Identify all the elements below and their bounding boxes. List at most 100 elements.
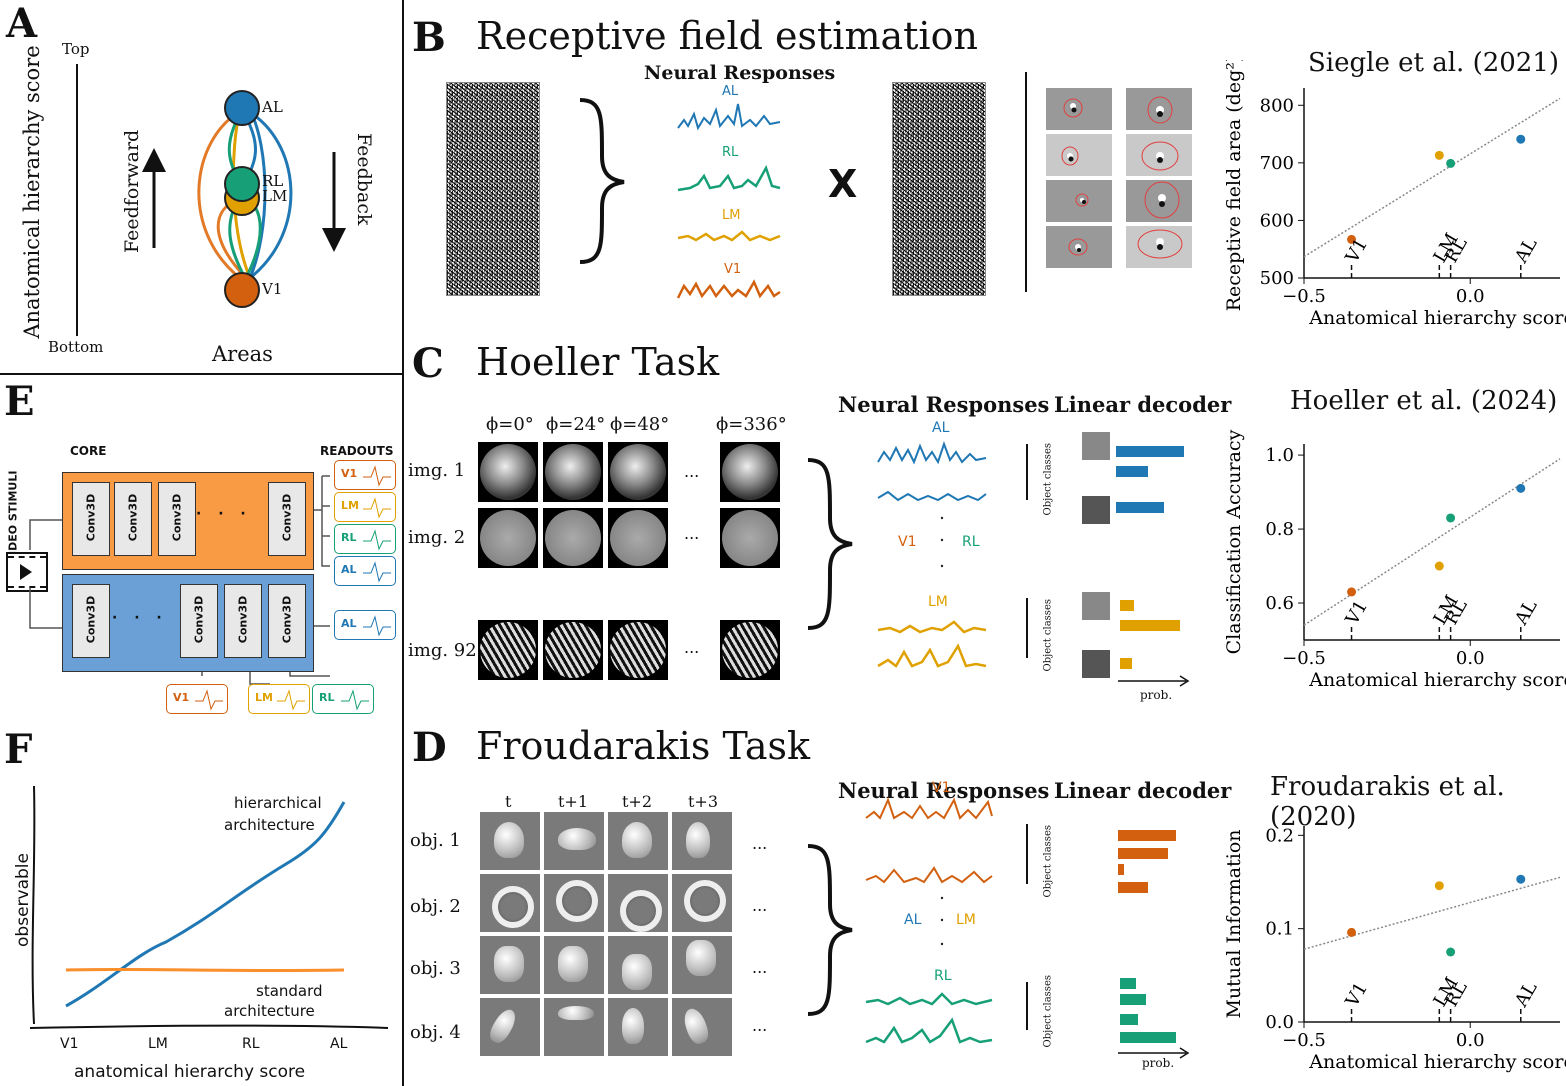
y-tick-label: 0.1 [1265,919,1294,940]
panel-e-label: E [4,378,35,425]
area-label-v1: V1 [1341,979,1372,1012]
c-ellipsis-2: ... [684,524,700,543]
readout-v1: V1 [334,460,396,490]
std-label-1: standard [256,982,323,1000]
c-mid-label-rl: RL [962,534,980,550]
c-decoder-bar [1116,446,1184,457]
fit-line [1303,876,1561,950]
y-axis-label: Mutual Information [1223,829,1245,1018]
y-tick-label: 0.2 [1265,825,1294,846]
f-xtick-al: AL [330,1036,348,1052]
x-tick-label: −0.5 [1282,1030,1326,1051]
time-t1: t+1 [558,792,589,811]
y-axis-label: Classification Accuracy [1223,429,1245,654]
c-object-classes-bottom: Object classes [1042,599,1054,672]
x-axis-label: Anatomical hierarchy score [1308,307,1566,329]
d-trace-label-rl: RL [934,968,952,984]
conv3d-block: Conv3D [158,482,196,556]
c-trace-label-al: AL [932,420,950,436]
point-lm [1434,561,1444,571]
x-axis-label: Anatomical hierarchy score [1308,669,1566,691]
chart-b-title: Siegle et al. (2021) [1308,48,1560,78]
d-ellipsis-4: ... [752,1016,768,1035]
angle-336: ϕ=336° [716,414,787,435]
d-decoder-bar [1120,1014,1138,1025]
conv3d-block: Conv3D [72,584,110,658]
point-lm [1434,150,1444,160]
readout-label: AL [341,617,357,630]
point-v1 [1347,587,1357,597]
d-mid-label-lm: LM [956,912,976,928]
chart-d-title: Froudarakis et al. (2020) [1270,772,1505,832]
video-stimuli-label: VIDEO STIMULI [6,470,20,564]
brace-d [807,844,853,1016]
d-decoder-bar [1118,864,1124,875]
video-icon [6,552,48,592]
c-ellipsis-3: ... [684,638,700,657]
point-lm [1434,881,1444,891]
brace-c [807,458,853,630]
noise-stimulus-stack-2 [892,82,986,296]
y-tick-label: 500 [1260,268,1294,289]
x-tick-label: 0.0 [1456,286,1485,307]
c-decoder-bar [1120,620,1180,631]
y-tick-label: 600 [1260,210,1294,231]
d-traces [865,797,993,1044]
conv-dots-blue: · · · [112,610,168,626]
d-row-4-label: obj. 4 [410,1022,461,1043]
point-v1 [1347,927,1357,937]
std-label-2: architecture [224,1002,315,1020]
conv3d-block: Conv3D [180,584,218,658]
c-linear-decoder-title: Linear decoder [1054,392,1232,417]
conv3d-label: Conv3D [84,595,98,644]
readout-lm: LM [334,492,396,522]
point-rl [1446,513,1456,523]
f-xtick-rl: RL [242,1036,260,1052]
chart-c-title: Hoeller et al. (2024) [1290,386,1558,416]
core-label: CORE [70,444,107,458]
node-label-lm: LM [262,187,288,205]
time-t2: t+2 [622,792,653,811]
area-label-v1: V1 [1341,235,1372,268]
c-decoder-bar [1116,502,1164,513]
angle-48: ϕ=48° [610,414,670,435]
d-decoder-bar [1120,978,1136,989]
times-symbol: X [828,162,858,206]
c-prob-arrow [1118,675,1190,687]
c-neural-responses-title: Neural Responses [838,392,1050,417]
d-row-3-label: obj. 3 [410,958,461,979]
readout-lm: LM [248,684,310,714]
node-rl [224,166,260,202]
panel-d-title: Froudarakis Task [476,724,811,768]
areas-label: Areas [212,342,273,366]
panel-c-label: C [412,340,444,387]
hier-label-2: architecture [224,816,315,834]
x-tick-label: −0.5 [1282,286,1326,307]
y-axis-label: Receptive field area (deg²) [1223,60,1245,311]
x-tick-label: 0.0 [1456,648,1485,669]
d-prob-label: prob. [1142,1056,1175,1070]
point-v1 [1347,234,1357,244]
hierarchy-axis-line [76,64,78,336]
standard-curve [65,967,345,973]
c-row-92-label: img. 92 [408,640,477,661]
point-al [1516,483,1526,493]
y-tick-label: 1.0 [1265,445,1294,466]
b-traces [676,103,781,299]
conv3d-label: Conv3D [280,595,294,644]
d-trace-label-v1: V1 [932,780,951,796]
panel-a-top-label: Top [62,40,90,58]
point-rl [1446,158,1456,168]
readout-label: LM [255,691,273,704]
b-trace-label-rl: RL [722,145,739,160]
node-label-rl: RL [262,172,284,190]
readout-label: RL [319,691,335,704]
x-tick-label: −0.5 [1282,648,1326,669]
node-v1 [224,272,260,308]
conv3d-label: Conv3D [192,595,206,644]
d-decoder-bar [1120,994,1146,1005]
c-row-1-label: img. 1 [408,460,466,481]
conv3d-block: Conv3D [268,482,306,556]
